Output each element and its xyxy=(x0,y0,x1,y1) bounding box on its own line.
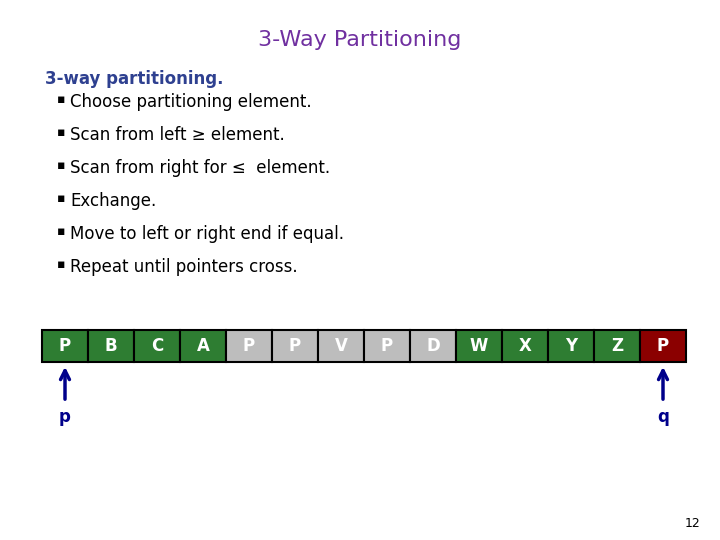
Text: P: P xyxy=(59,337,71,355)
Bar xyxy=(364,330,410,362)
Text: Scan from right for ≤  element.: Scan from right for ≤ element. xyxy=(70,159,330,177)
Text: ▪: ▪ xyxy=(57,126,66,139)
Text: C: C xyxy=(151,337,163,355)
Text: P: P xyxy=(657,337,669,355)
Text: Exchange.: Exchange. xyxy=(70,192,156,210)
Text: p: p xyxy=(59,408,71,426)
Text: D: D xyxy=(426,337,440,355)
Text: X: X xyxy=(518,337,531,355)
Bar xyxy=(180,330,226,362)
Bar xyxy=(456,330,502,362)
Text: 12: 12 xyxy=(684,517,700,530)
Text: Z: Z xyxy=(611,337,623,355)
Text: 3-Way Partitioning: 3-Way Partitioning xyxy=(258,30,462,50)
Bar xyxy=(594,330,640,362)
Text: Scan from left ≥ element.: Scan from left ≥ element. xyxy=(70,126,284,144)
Text: B: B xyxy=(104,337,117,355)
Bar xyxy=(226,330,272,362)
Bar xyxy=(88,330,134,362)
Text: ▪: ▪ xyxy=(57,159,66,172)
Text: Repeat until pointers cross.: Repeat until pointers cross. xyxy=(70,258,297,276)
Text: A: A xyxy=(197,337,210,355)
Text: ▪: ▪ xyxy=(57,258,66,271)
Bar xyxy=(502,330,548,362)
Text: P: P xyxy=(381,337,393,355)
Text: W: W xyxy=(470,337,488,355)
Text: Choose partitioning element.: Choose partitioning element. xyxy=(70,93,312,111)
Text: V: V xyxy=(335,337,348,355)
Text: q: q xyxy=(657,408,669,426)
Text: P: P xyxy=(243,337,255,355)
Bar xyxy=(410,330,456,362)
Text: ▪: ▪ xyxy=(57,192,66,205)
Text: ▪: ▪ xyxy=(57,93,66,106)
Bar xyxy=(318,330,364,362)
Bar xyxy=(272,330,318,362)
Bar xyxy=(134,330,180,362)
Bar xyxy=(42,330,88,362)
Text: 3-way partitioning.: 3-way partitioning. xyxy=(45,70,223,88)
Text: P: P xyxy=(289,337,301,355)
Text: Move to left or right end if equal.: Move to left or right end if equal. xyxy=(70,225,344,243)
Bar xyxy=(548,330,594,362)
Text: Y: Y xyxy=(565,337,577,355)
Bar xyxy=(640,330,686,362)
Text: ▪: ▪ xyxy=(57,225,66,238)
